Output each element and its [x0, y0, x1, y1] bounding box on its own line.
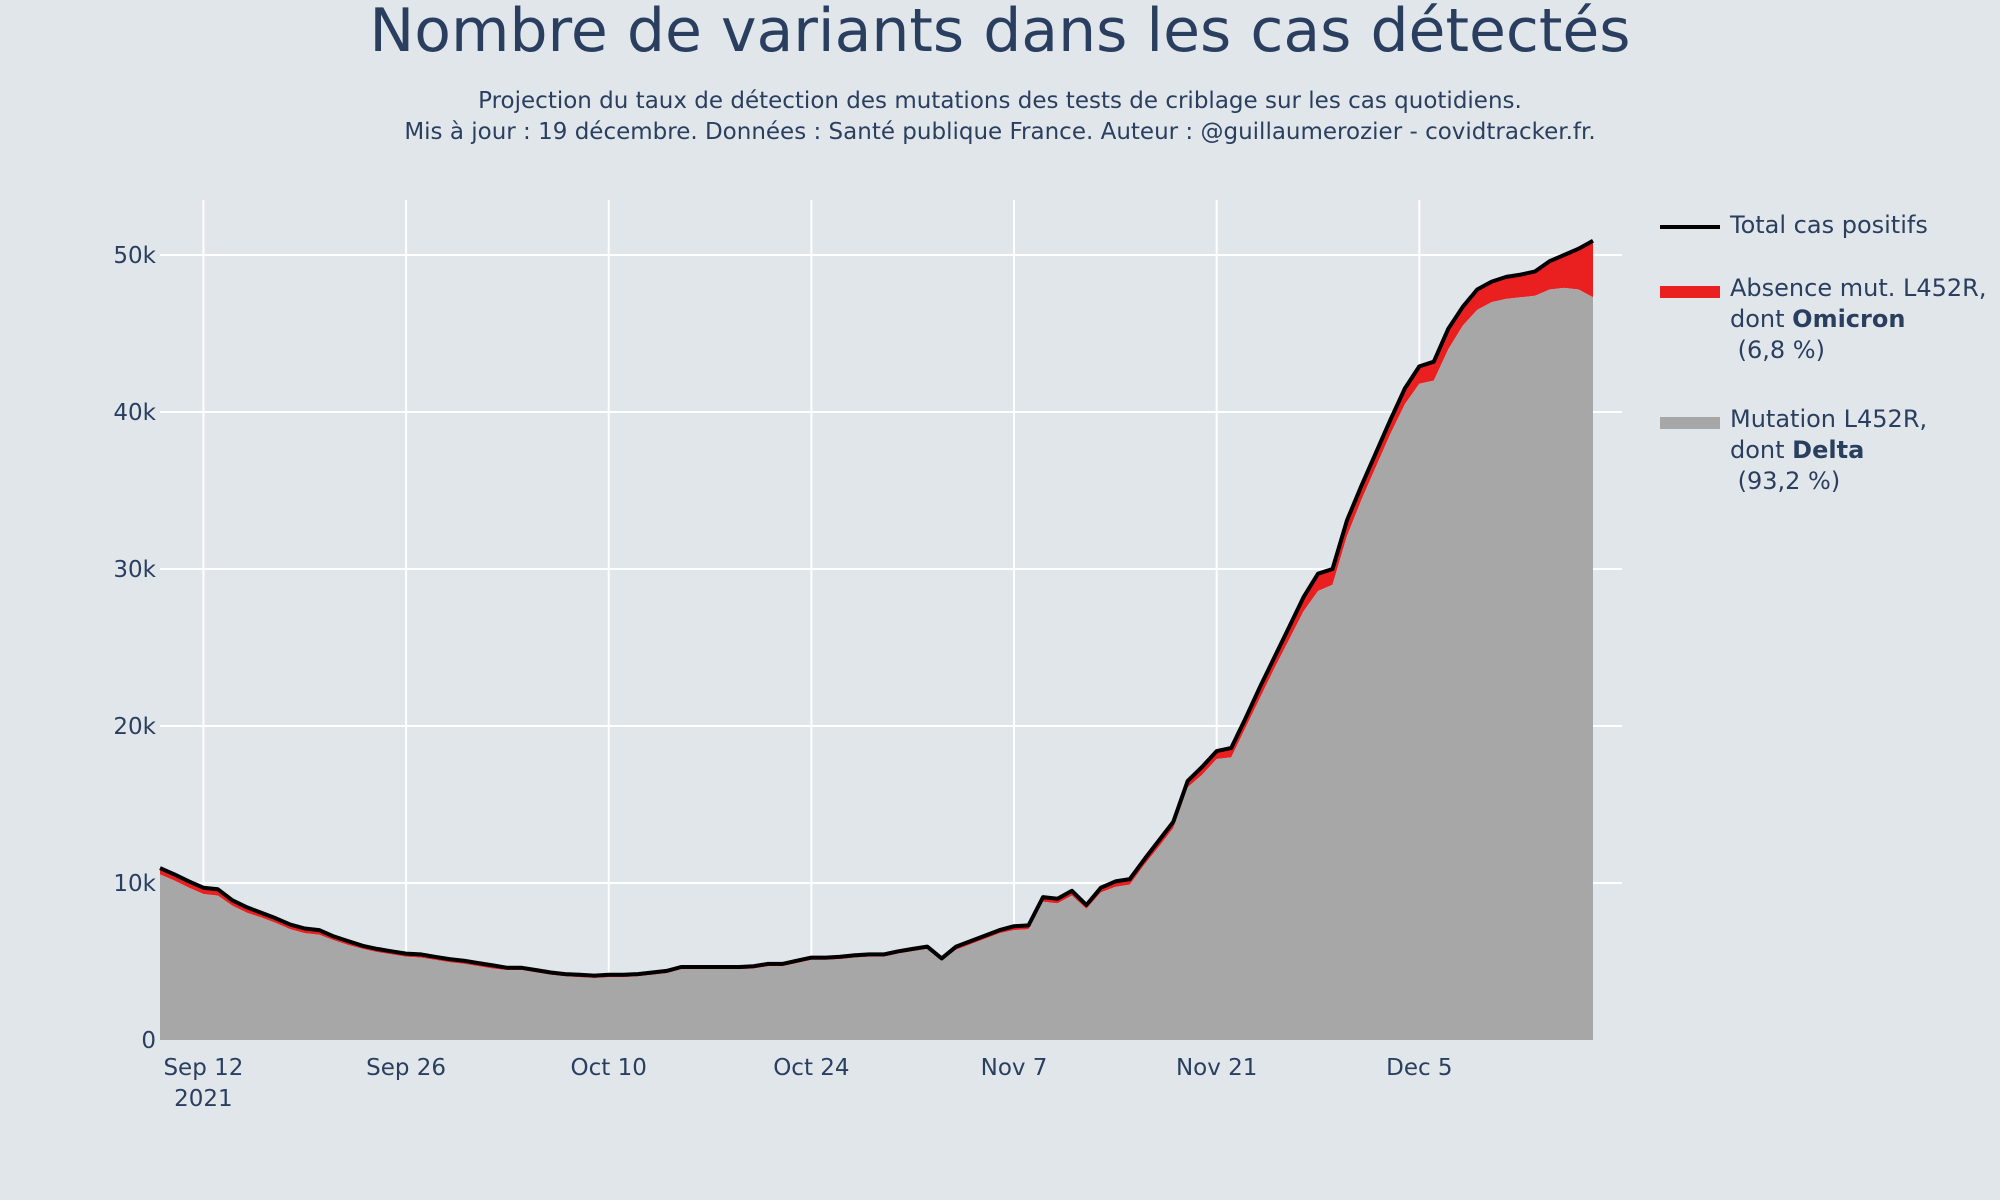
legend-label-delta-pct: (93,2 %): [1730, 467, 1841, 495]
chart-subtitle-line-1: Projection du taux de détection des muta…: [478, 88, 1522, 114]
legend-swatch-total: [1660, 225, 1720, 229]
x-tick-label: Dec 5: [1386, 1055, 1452, 1081]
x-tick-label: Oct 10: [571, 1055, 647, 1081]
legend: Total cas positifs Absence mut. L452R, d…: [1660, 210, 1990, 497]
x-tick-label: Sep 12: [163, 1055, 243, 1081]
line-layer: [159, 239, 1594, 978]
y-tick-label: 0: [141, 1028, 156, 1054]
area-layer: [160, 240, 1593, 1040]
legend-label-total: Total cas positifs: [1730, 211, 1928, 239]
y-tick-label: 30k: [113, 557, 156, 583]
y-tick-label: 20k: [113, 714, 156, 740]
legend-label-omicron-pct: (6,8 %): [1730, 336, 1825, 364]
legend-item-delta[interactable]: Mutation L452R, dont Delta (93,2 %): [1660, 404, 1990, 497]
chart-title: Nombre de variants dans les cas détectés: [369, 0, 1631, 66]
legend-label-delta-name: Delta: [1792, 436, 1865, 464]
y-tick-label: 40k: [113, 400, 156, 426]
legend-swatch-omicron: [1660, 286, 1720, 298]
total-line: [159, 239, 1594, 978]
x-tick-label: Nov 21: [1176, 1055, 1257, 1081]
x-tick-year-label: 2021: [174, 1086, 233, 1112]
legend-label-delta-variant: dont Delta: [1730, 436, 1865, 464]
axis-labels: 0 10k 20k 30k 40k 50k Sep 12 2021 Sep 26 Oct 10 Oc…: [113, 243, 1452, 1112]
delta-area: [160, 287, 1593, 1040]
legend-label-omicron-prefix: Absence mut. L452R,: [1730, 274, 1987, 302]
legend-label-delta-prefix: Mutation L452R,: [1730, 405, 1928, 433]
x-tick-label: Nov 7: [981, 1055, 1048, 1081]
legend-item-total[interactable]: Total cas positifs: [1660, 210, 1990, 241]
legend-swatch-delta: [1660, 417, 1720, 429]
x-tick-label: Oct 24: [773, 1055, 849, 1081]
legend-label-omicron-name: Omicron: [1792, 305, 1906, 333]
y-tick-label: 10k: [113, 871, 156, 897]
legend-item-omicron[interactable]: Absence mut. L452R, dont Omicron (6,8 %): [1660, 273, 1990, 366]
y-tick-label: 50k: [113, 243, 156, 269]
chart-subtitle-line-2: Mis à jour : 19 décembre. Données : Sant…: [404, 119, 1596, 145]
x-tick-label: Sep 26: [366, 1055, 446, 1081]
legend-label-omicron-variant: dont Omicron: [1730, 305, 1906, 333]
